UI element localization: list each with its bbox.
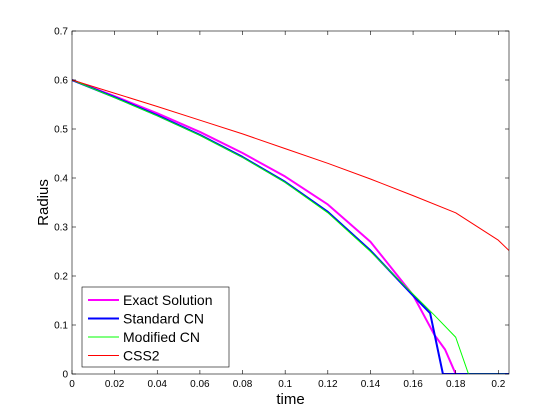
x-tick-label: 0.06 (190, 379, 210, 390)
ticks-layer: 0 0.02 0.04 0.06 0.08 0.1 0.12 0.14 0.16 0.18 0.2 0… (54, 27, 509, 390)
x-tick-label: 0.16 (403, 379, 423, 390)
legend-label: CSS2 (123, 348, 160, 364)
x-tick-label: 0.02 (105, 379, 125, 390)
y-tick-label: 0.3 (54, 223, 68, 234)
series-layer (72, 79, 509, 374)
x-tick-label: 0.04 (148, 379, 168, 390)
y-tick-label: 0.4 (54, 174, 68, 185)
y-axis-label: Radius (35, 179, 52, 226)
series-line-modified-cn (72, 79, 509, 374)
y-tick-label: 0.6 (54, 76, 68, 87)
legend: Exact Solution Standard CN Modified CN CSS2 (81, 286, 230, 368)
axes-frame (71, 30, 510, 375)
y-tick-label: 0.2 (54, 272, 68, 283)
x-tick-label: 0.14 (361, 379, 381, 390)
series-line-css2 (72, 79, 509, 251)
legend-label: Exact Solution (123, 292, 213, 308)
y-tick-label: 0 (62, 370, 68, 381)
x-axis-label: time (276, 391, 304, 408)
y-tick-label: 0.5 (54, 125, 68, 136)
series-line-exact-solution (72, 79, 509, 374)
x-tick-label: 0.1 (278, 379, 292, 390)
x-tick-label: 0.12 (318, 379, 338, 390)
x-tick-label: 0.18 (446, 379, 466, 390)
y-tick-label: 0.1 (54, 321, 68, 332)
legend-label: Standard CN (123, 311, 204, 327)
x-tick-label: 0.2 (491, 379, 505, 390)
x-tick-label: 0.08 (233, 379, 253, 390)
legend-label: Modified CN (123, 329, 200, 345)
y-tick-label: 0.7 (54, 27, 68, 38)
x-tick-label: 0 (69, 379, 75, 390)
